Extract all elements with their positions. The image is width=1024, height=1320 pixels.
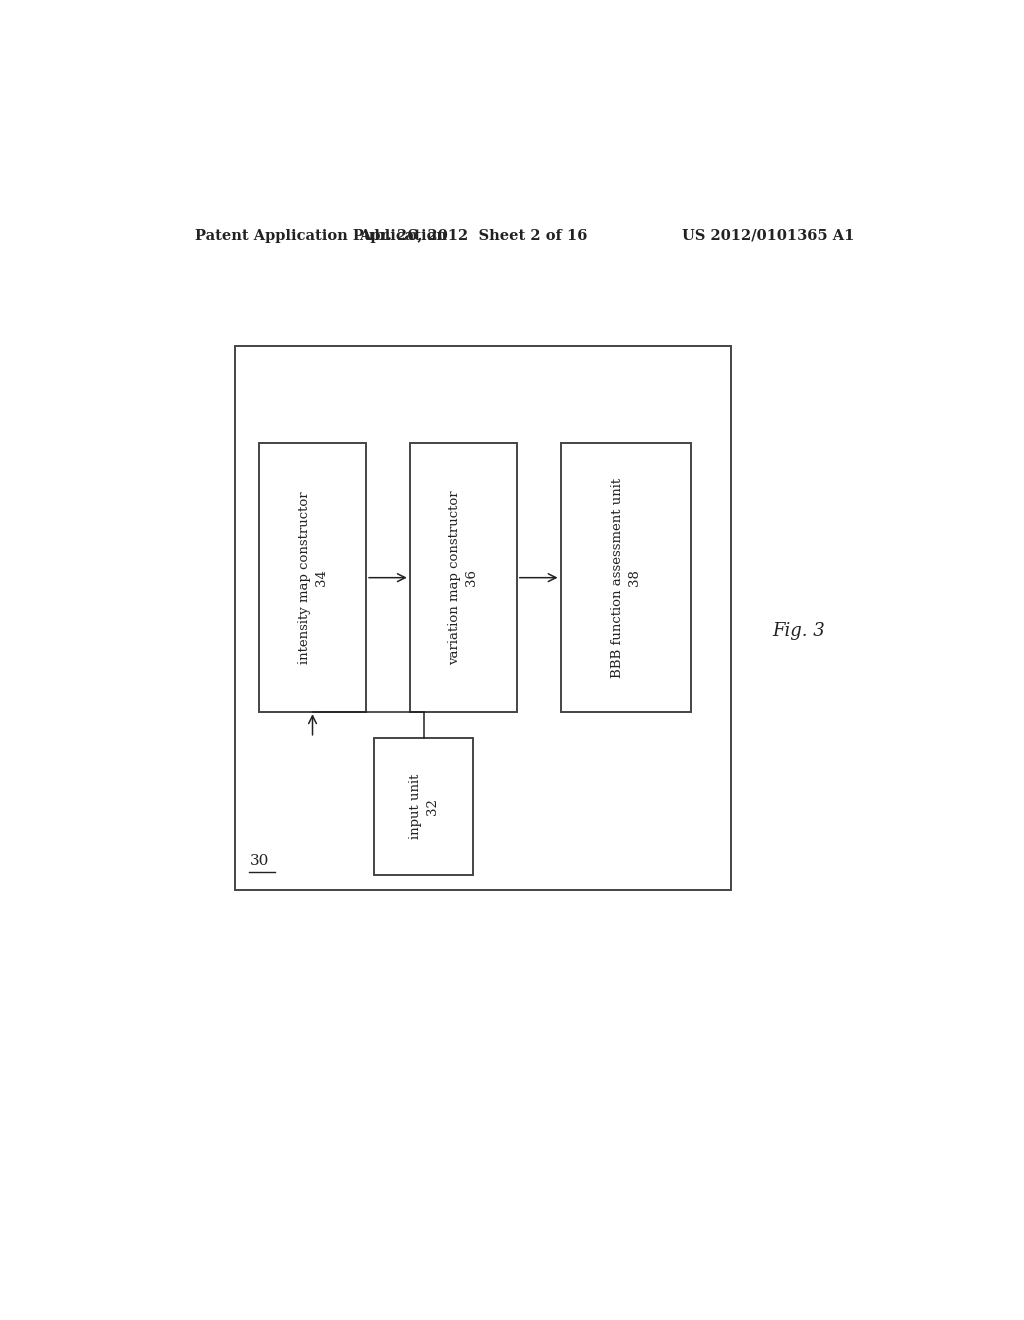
Bar: [259, 444, 367, 713]
Text: Apr. 26, 2012  Sheet 2 of 16: Apr. 26, 2012 Sheet 2 of 16: [359, 228, 588, 243]
Text: US 2012/0101365 A1: US 2012/0101365 A1: [682, 228, 854, 243]
Text: Fig. 3: Fig. 3: [772, 622, 825, 640]
Text: 30: 30: [250, 854, 268, 867]
Bar: [560, 444, 691, 713]
Text: Patent Application Publication: Patent Application Publication: [196, 228, 447, 243]
Bar: [374, 738, 473, 875]
Bar: [236, 346, 731, 890]
Text: input unit
32: input unit 32: [409, 774, 438, 840]
Text: variation map constructor
36: variation map constructor 36: [449, 490, 478, 665]
Text: intensity map constructor
34: intensity map constructor 34: [298, 491, 328, 664]
Bar: [410, 444, 517, 713]
Text: BBB function assessment unit
38: BBB function assessment unit 38: [611, 478, 641, 677]
